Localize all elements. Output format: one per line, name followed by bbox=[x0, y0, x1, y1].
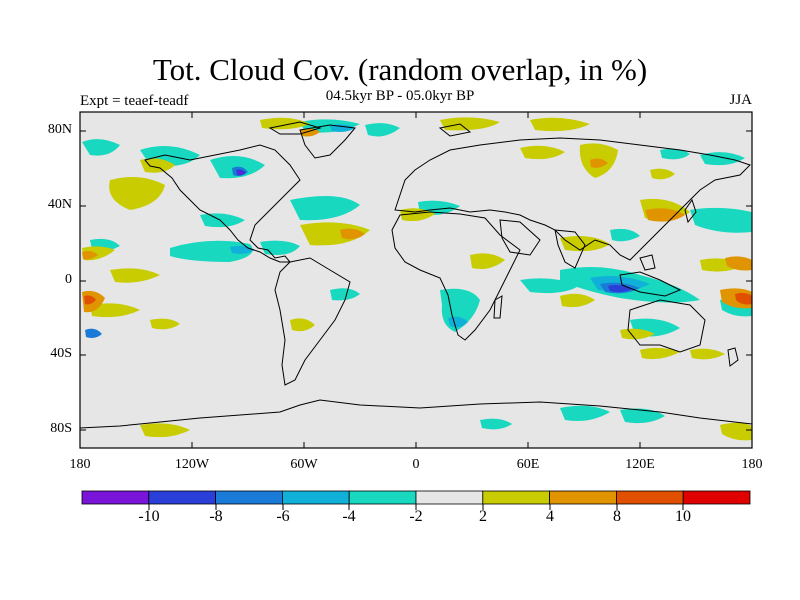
colorbar bbox=[81, 490, 751, 505]
colorbar-label: 8 bbox=[613, 508, 621, 525]
colorbar-swatch bbox=[682, 490, 751, 505]
lon-label-120e: 120E bbox=[625, 457, 655, 472]
colorbar-label: -2 bbox=[409, 508, 423, 525]
colorbar-swatch bbox=[348, 490, 417, 505]
lon-label-180w: 180 bbox=[69, 457, 91, 472]
colorbar-swatch bbox=[281, 490, 350, 505]
colorbar-label: -10 bbox=[138, 508, 160, 525]
coastlines bbox=[80, 121, 752, 429]
colorbar-swatch bbox=[616, 490, 684, 505]
colorbar-swatch bbox=[482, 490, 550, 505]
colorbar-swatch bbox=[81, 490, 150, 505]
lon-label-180e: 180 bbox=[741, 457, 763, 472]
colorbar-label: 2 bbox=[479, 508, 487, 525]
colorbar-ticks bbox=[148, 504, 684, 510]
colorbar-swatch bbox=[215, 490, 283, 505]
lon-label-60e: 60E bbox=[516, 457, 540, 472]
lon-label-0: 0 bbox=[412, 457, 420, 472]
lat-label-40n: 40N bbox=[47, 197, 72, 212]
colorbar-swatch bbox=[415, 490, 484, 505]
lat-label-0: 0 bbox=[65, 272, 72, 287]
lon-label-60w: 60W bbox=[290, 457, 318, 472]
colorbar-label: -4 bbox=[342, 508, 356, 525]
lat-label-80s: 80S bbox=[50, 421, 72, 436]
colorbar-label: 4 bbox=[546, 508, 554, 525]
lat-label-40s: 40S bbox=[50, 346, 72, 361]
colorbar-swatch bbox=[549, 490, 617, 505]
season-label: JJA bbox=[729, 92, 752, 108]
map-subtitle: 04.5kyr BP - 05.0kyr BP bbox=[325, 88, 475, 104]
lat-label-80n: 80N bbox=[47, 122, 72, 137]
axis-ticks bbox=[80, 112, 752, 448]
lon-label-120w: 120W bbox=[174, 457, 210, 472]
colorbar-label: -6 bbox=[276, 508, 290, 525]
colorbar-label: 10 bbox=[675, 508, 691, 525]
colorbar-label: -8 bbox=[209, 508, 223, 525]
experiment-label: Expt = teaef-teadf bbox=[80, 93, 189, 109]
map-title: Tot. Cloud Cov. (random overlap, in %) bbox=[152, 52, 648, 87]
colorbar-swatch bbox=[148, 490, 217, 505]
